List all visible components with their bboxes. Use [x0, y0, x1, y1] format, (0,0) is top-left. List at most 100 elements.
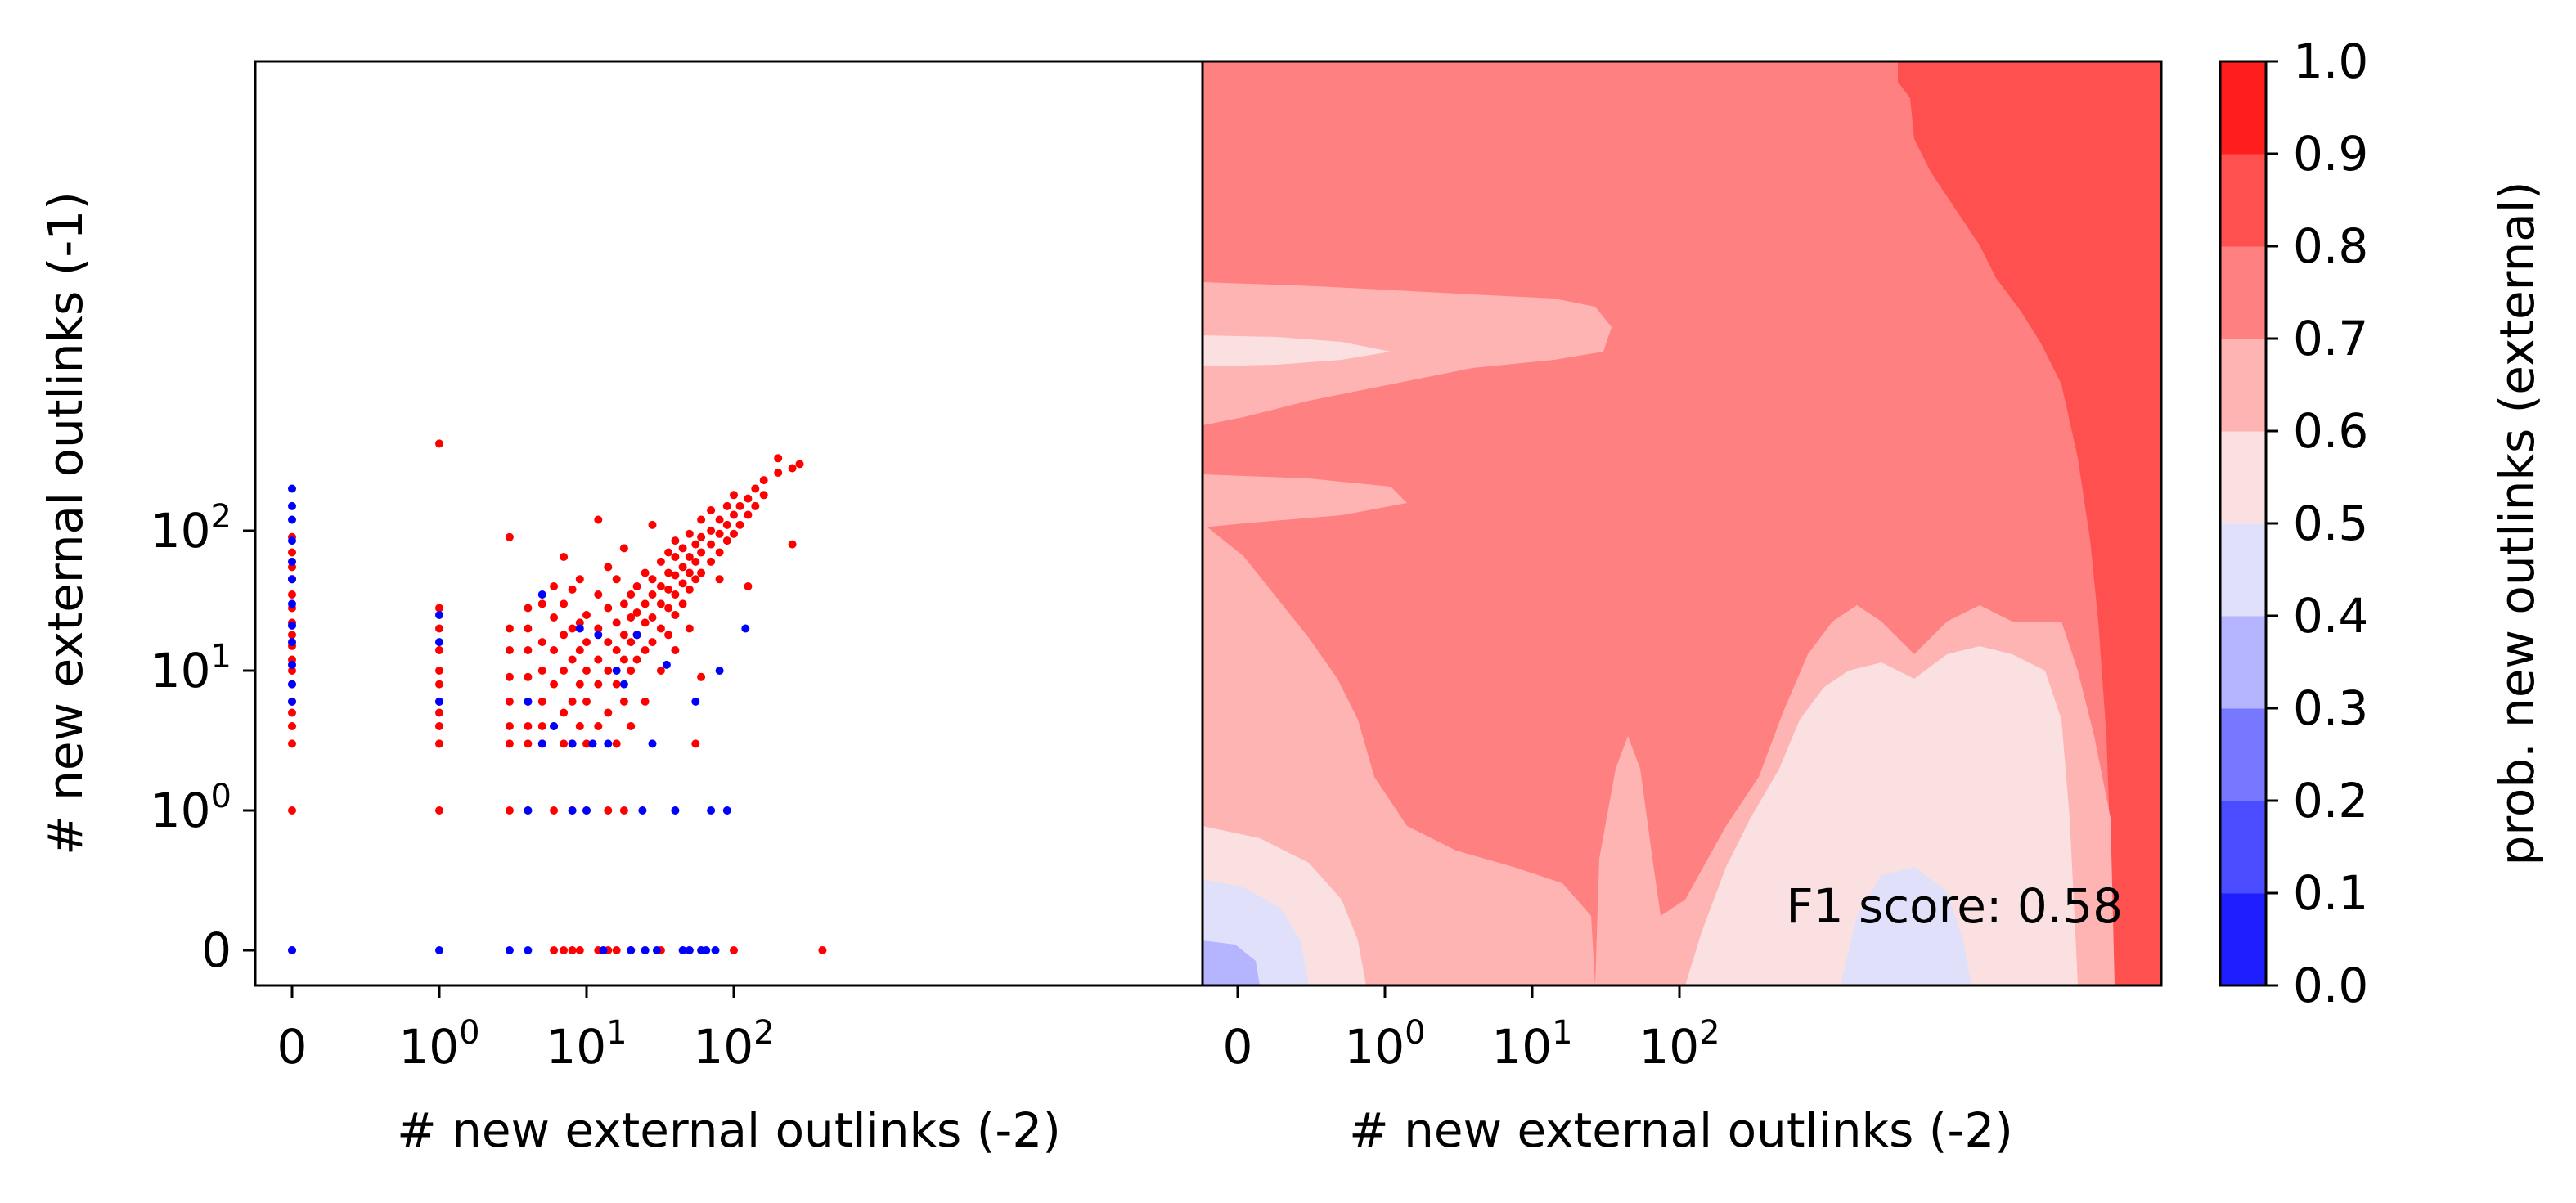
scatter-point-red [505, 697, 514, 706]
colorbar-band [2220, 246, 2266, 339]
scatter-point-red [604, 708, 613, 717]
colorbar-tick-label: 0.7 [2293, 311, 2368, 366]
scatter-point-red [751, 484, 760, 493]
scatter-point-red [594, 590, 603, 599]
scatter-point-red [568, 946, 577, 954]
scatter-point-blue [619, 680, 628, 689]
scatter-point-red [560, 708, 569, 717]
scatter-point-red [435, 604, 443, 613]
scatter-point-red [818, 946, 827, 954]
scatter-point-blue [707, 806, 716, 815]
scatter-point-red [550, 806, 559, 815]
scatter-point-red [671, 646, 680, 654]
scatter-point-blue [524, 697, 533, 706]
scatter-point-red [664, 631, 673, 640]
right-x-axis-label: # new external outlinks (-2) [1349, 1102, 2013, 1158]
scatter-point-blue [722, 806, 731, 815]
scatter-point-red [435, 739, 443, 748]
scatter-point-blue [524, 946, 533, 954]
scatter-point-red [288, 548, 296, 557]
scatter-point-red [685, 553, 694, 561]
scatter-point-red [594, 655, 603, 664]
scatter-point-red [619, 599, 628, 608]
scatter-point-red [759, 476, 768, 485]
scatter-point-red [505, 624, 514, 633]
right-x-tick-label: 100 [1344, 1014, 1425, 1075]
scatter-point-red [648, 575, 657, 584]
scatter-point-red [641, 646, 650, 654]
scatter-point-red [505, 739, 514, 748]
scatter-point-red [678, 544, 687, 553]
scatter-point-red [550, 946, 559, 954]
scatter-point-red [575, 946, 584, 954]
scatter-point-red [627, 590, 636, 599]
colorbar-band [2220, 431, 2266, 524]
scatter-point-red [288, 739, 296, 748]
scatter-point-red [641, 599, 650, 608]
scatter-point-red [691, 739, 700, 748]
scatter-point-red [788, 464, 797, 473]
right-x-tick-label: 101 [1491, 1014, 1572, 1075]
scatter-point-red [619, 806, 628, 815]
scatter-point-red [722, 536, 731, 545]
scatter-point-red [604, 563, 613, 572]
scatter-point-red [537, 722, 546, 730]
scatter-point-red [627, 667, 636, 675]
scatter-point-red [568, 585, 577, 594]
scatter-point-blue [288, 697, 296, 706]
scatter-point-red [685, 585, 694, 594]
scatter-point-blue [288, 946, 296, 954]
scatter-point-red [568, 624, 577, 633]
scatter-point-blue [685, 946, 694, 954]
scatter-point-red [560, 631, 569, 640]
colorbar-band [2220, 61, 2266, 155]
scatter-point-red [575, 618, 584, 627]
scatter-point-red [619, 544, 628, 553]
scatter-point-red [788, 540, 797, 549]
scatter-point-blue [288, 621, 296, 630]
scatter-point-red [641, 618, 650, 627]
scatter-point-blue [435, 638, 443, 647]
scatter-point-blue [648, 739, 657, 748]
scatter-point-red [641, 568, 650, 577]
left-y-axis-label: # new external outlinks (-1) [38, 191, 93, 855]
scatter-point-blue [537, 739, 546, 748]
left-y-tick-label: 102 [151, 498, 232, 559]
scatter-point-red [524, 722, 533, 730]
scatter-point-red [691, 540, 700, 549]
colorbar-band [2220, 154, 2266, 247]
scatter-point-red [744, 494, 753, 503]
colorbar-band [2220, 893, 2266, 986]
scatter-point-red [575, 646, 584, 654]
scatter-point-red [648, 613, 657, 622]
scatter-point-red [612, 575, 621, 584]
left-y-tick-label: 101 [151, 638, 232, 698]
scatter-point-red [288, 590, 296, 599]
scatter-point-blue [652, 946, 661, 954]
scatter-point-red [594, 680, 603, 689]
scatter-point-red [505, 646, 514, 654]
scatter-point-red [604, 667, 613, 675]
scatter-point-red [707, 557, 716, 566]
scatter-point-red [730, 946, 738, 954]
scatter-point-red [582, 697, 591, 706]
scatter-point-red [685, 568, 694, 577]
scatter-point-blue [288, 575, 296, 584]
colorbar-tick-label: 1.0 [2293, 34, 2368, 89]
scatter-point-red [550, 582, 559, 590]
scatter-point-red [612, 646, 621, 654]
scatter-point-red [505, 722, 514, 730]
scatter-point-red [671, 571, 680, 580]
scatter-point-blue [505, 946, 514, 954]
scatter-point-red [632, 608, 641, 617]
scatter-point-red [774, 454, 783, 463]
scatter-point-red [697, 515, 706, 524]
scatter-point-red [678, 563, 687, 572]
scatter-point-blue [715, 667, 724, 675]
contour-level-0.4-0.5-mid [1841, 867, 1971, 985]
contour-level-0.6-0.7-bands [1203, 282, 1612, 425]
scatter-point-red [697, 672, 706, 681]
scatter-point-red [656, 557, 665, 566]
scatter-point-red [707, 527, 716, 535]
scatter-point-red [619, 697, 628, 706]
